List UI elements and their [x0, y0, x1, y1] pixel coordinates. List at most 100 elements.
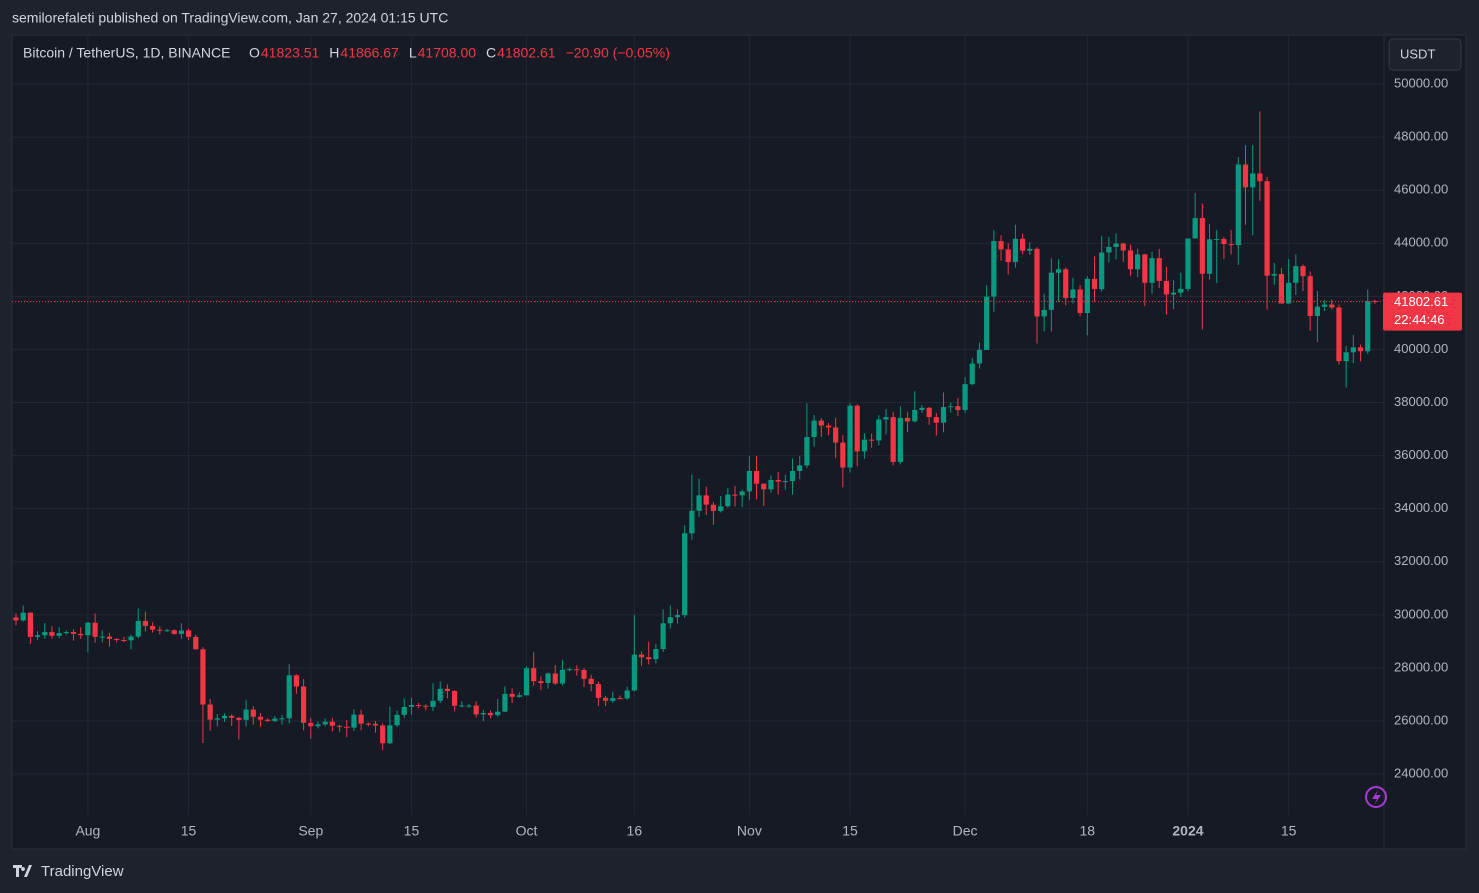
- candle-body: [70, 632, 77, 634]
- candle-body: [358, 714, 364, 724]
- candle-body: [861, 439, 868, 452]
- candle-body: [1271, 274, 1277, 276]
- candle-body: [545, 673, 551, 684]
- candle-body: [581, 670, 587, 679]
- candle-body: [1242, 164, 1249, 188]
- candle-body: [1091, 278, 1098, 290]
- y-tick-label: 30000.00: [1394, 606, 1448, 621]
- candle-body: [969, 363, 975, 385]
- brand-logo: [13, 865, 32, 877]
- ohlc-key: L: [409, 45, 417, 61]
- candle-body: [1012, 238, 1019, 263]
- candle-body: [193, 636, 199, 650]
- candle-body: [416, 705, 422, 707]
- candles: [13, 111, 1378, 751]
- x-tick-label: 18: [1080, 823, 1096, 839]
- lightning-icon[interactable]: [1365, 786, 1387, 808]
- x-tick-label: Aug: [75, 823, 100, 839]
- candle-body: [99, 636, 105, 638]
- candle-body: [437, 688, 443, 701]
- candle-body: [1127, 250, 1134, 270]
- candle-body: [1063, 269, 1069, 298]
- candle-body: [753, 470, 760, 484]
- brand: TradingView: [41, 863, 124, 880]
- symbol: Bitcoin / TetherUS, 1D, BINANCE: [23, 45, 230, 61]
- candle-body: [42, 632, 48, 636]
- last-price-label: 41802.61: [1394, 294, 1448, 309]
- candle-body: [718, 506, 724, 512]
- candle-body: [121, 640, 127, 642]
- candle-body: [265, 719, 271, 721]
- x-tick-label: 15: [404, 823, 420, 839]
- candle-body: [1343, 352, 1349, 362]
- icon-ring: [1365, 786, 1387, 808]
- candle-body: [696, 495, 702, 511]
- candle-body: [372, 723, 379, 726]
- candle-body: [962, 384, 968, 410]
- y-tick-label: 28000.00: [1394, 659, 1448, 674]
- candle-body: [1041, 309, 1047, 317]
- candle-body: [128, 636, 134, 641]
- candle-body: [250, 709, 256, 717]
- candle-body: [430, 700, 436, 707]
- candle-body: [998, 241, 1004, 250]
- candle-body: [1034, 248, 1040, 317]
- candle-body: [725, 494, 731, 507]
- candle-body: [1156, 258, 1162, 281]
- candle-body: [1135, 254, 1141, 270]
- candle-body: [840, 442, 846, 468]
- candle-body: [56, 633, 62, 636]
- candle-body: [1264, 181, 1270, 276]
- candle-body: [1199, 218, 1205, 274]
- countdown: 22:44:46: [1394, 312, 1445, 327]
- candle-body: [833, 427, 839, 443]
- candle-body: [459, 705, 465, 707]
- candle-body: [1336, 307, 1342, 362]
- candle-body: [689, 510, 695, 534]
- y-tick-label: 24000.00: [1394, 765, 1448, 780]
- candle-body: [1307, 276, 1313, 316]
- candle-body: [761, 483, 767, 490]
- currency-box[interactable]: [1388, 38, 1462, 71]
- candle-body: [1178, 288, 1184, 293]
- candle-body: [322, 721, 328, 725]
- candle-body: [272, 718, 278, 721]
- candle-body: [538, 681, 544, 684]
- candle-body: [1084, 278, 1090, 314]
- candle-body: [85, 622, 91, 636]
- candle-body: [991, 241, 997, 297]
- candle-body: [142, 620, 149, 626]
- candle-body: [329, 721, 335, 726]
- candle-body: [451, 690, 458, 706]
- candle-body: [782, 481, 788, 483]
- candle-body: [13, 617, 19, 621]
- candle-body: [1113, 243, 1119, 247]
- candle-body: [236, 717, 242, 720]
- candle-body: [653, 649, 659, 660]
- candle-body: [135, 620, 141, 637]
- candle-body: [1142, 254, 1148, 283]
- candle-body: [207, 704, 213, 720]
- candle-body: [876, 419, 882, 441]
- ohlc-value: 41823.51: [261, 45, 320, 61]
- y-tick-label: 48000.00: [1394, 129, 1448, 144]
- candle-body: [63, 632, 69, 634]
- candle-body: [926, 407, 932, 418]
- candle-body: [293, 675, 300, 687]
- candle-body: [380, 725, 386, 744]
- candle-body: [92, 622, 98, 637]
- candle-body: [984, 296, 990, 350]
- candle-body: [703, 495, 709, 505]
- candle-body: [595, 684, 601, 698]
- y-tick-label: 32000.00: [1394, 553, 1448, 568]
- candle-body: [869, 439, 875, 441]
- candle-body: [1228, 244, 1234, 246]
- candle-body: [912, 409, 918, 422]
- candle-body: [495, 711, 501, 716]
- candle-body: [567, 669, 573, 671]
- candle-body: [602, 697, 609, 701]
- candle-body: [1005, 249, 1011, 263]
- candle-body: [27, 612, 33, 637]
- candle-body: [106, 636, 113, 639]
